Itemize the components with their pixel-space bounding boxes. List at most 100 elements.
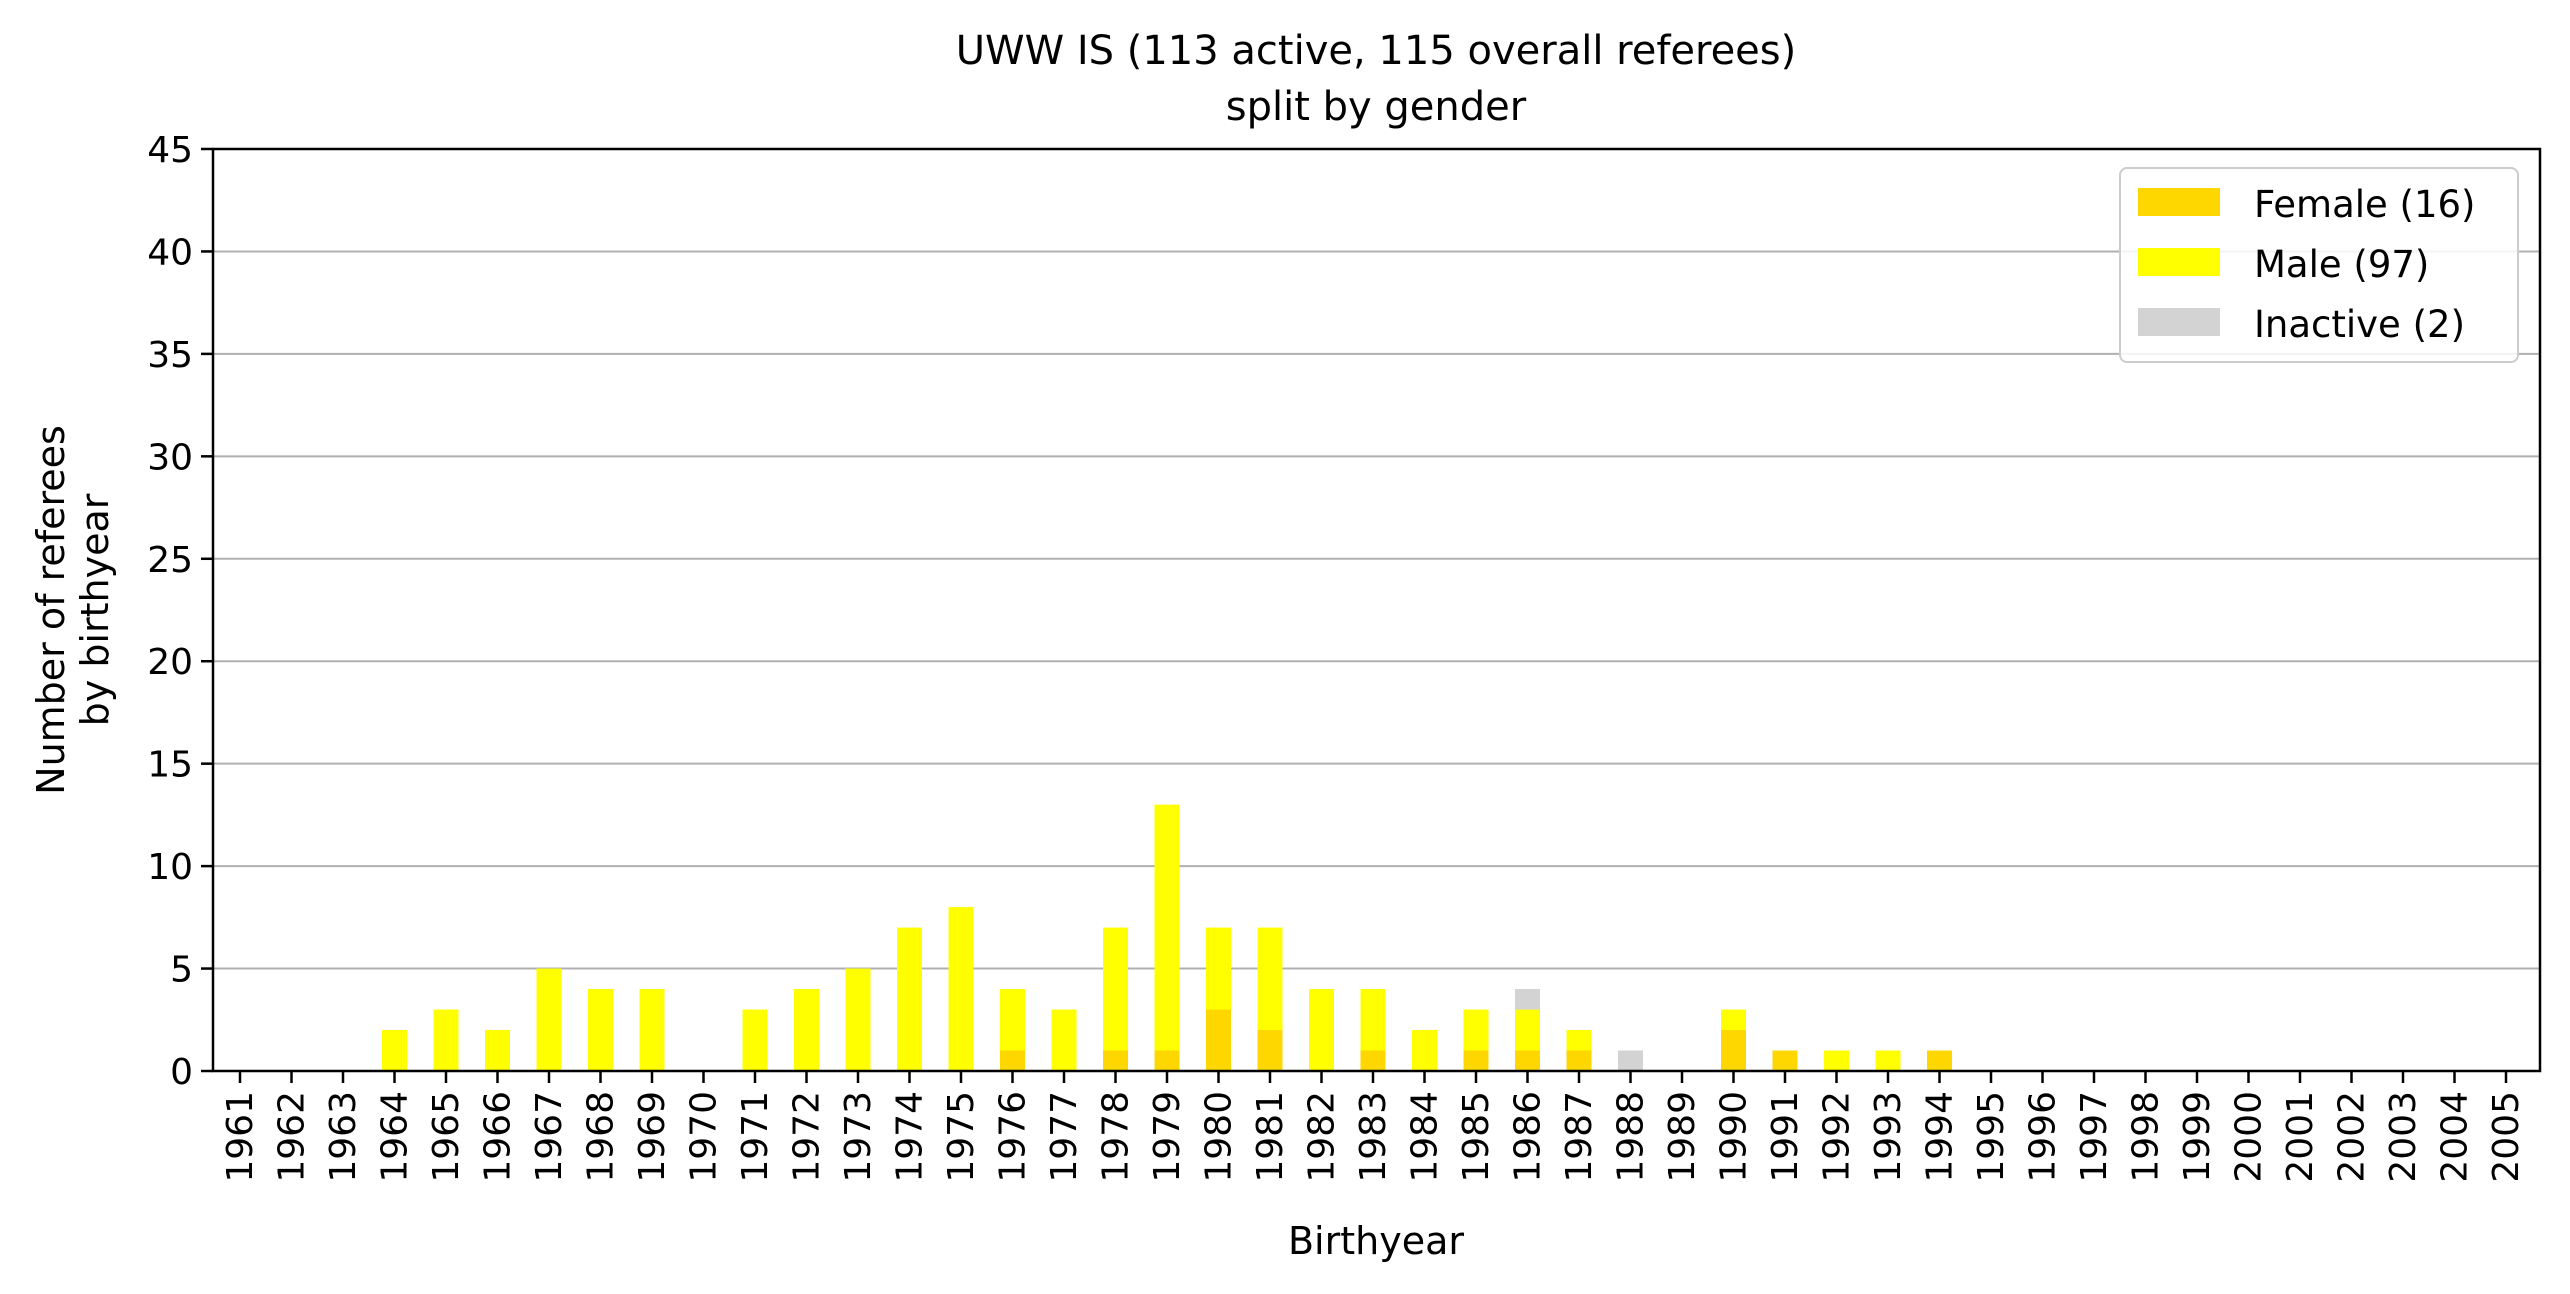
bar-male-1965 (433, 1009, 459, 1071)
x-tick-label: 1975 (941, 1091, 982, 1183)
x-tick-label: 1988 (1611, 1091, 1652, 1183)
bar-male-1966 (485, 1030, 510, 1071)
bar-male-1985 (1463, 1009, 1489, 1051)
x-axis-label: Birthyear (1288, 1219, 1464, 1263)
bar-male-1964 (382, 1030, 407, 1071)
y-axis-label-group: Number of referees by birthyear (29, 425, 117, 795)
x-tick-label: 1964 (375, 1091, 416, 1183)
bar-male-1972 (794, 989, 819, 1071)
y-tick-label: 25 (147, 540, 193, 581)
x-tick-label: 2001 (2280, 1091, 2321, 1183)
bar-male-1979 (1154, 804, 1180, 1051)
chart-subtitle: split by gender (1226, 84, 1527, 130)
x-tick-label: 1963 (323, 1091, 364, 1183)
x-tick-label: 1993 (1868, 1091, 1909, 1183)
bar-male-1969 (639, 989, 665, 1071)
x-tick-label: 1992 (1817, 1091, 1858, 1183)
x-tick-label: 2004 (2435, 1091, 2476, 1183)
bar-male-1980 (1206, 927, 1231, 1010)
x-tick-label: 1981 (1250, 1091, 1291, 1183)
x-tick-label: 1999 (2177, 1091, 2218, 1183)
bar-male-1976 (1000, 989, 1025, 1051)
bar-male-1968 (588, 989, 613, 1071)
bar-male-1992 (1824, 1050, 1849, 1071)
x-tick-label: 1971 (735, 1091, 776, 1183)
bar-male-1987 (1566, 1030, 1592, 1051)
bar-female-1980 (1206, 1009, 1231, 1071)
y-axis-label-line1: Number of referees (29, 425, 73, 795)
legend-label-male: Male (97) (2254, 243, 2429, 286)
bar-female-1991 (1772, 1050, 1798, 1071)
x-tick-label: 1989 (1662, 1091, 1703, 1183)
legend-label-female: Female (16) (2254, 183, 2476, 226)
bar-male-1982 (1309, 989, 1334, 1071)
x-tick-label: 1966 (478, 1091, 519, 1183)
x-tick-label: 1962 (272, 1091, 313, 1183)
y-tick-label: 45 (147, 130, 193, 171)
plot-frame (211, 147, 2542, 1073)
bar-male-1974 (897, 927, 922, 1071)
legend: Female (16) Male (97) Inactive (2) (2119, 167, 2519, 363)
y-tick-label: 30 (147, 437, 193, 478)
bar-male-1977 (1051, 1009, 1077, 1071)
bar-inactive-1986 (1515, 989, 1540, 1010)
bar-female-1985 (1463, 1050, 1489, 1071)
x-tick-label: 1990 (1714, 1091, 1755, 1183)
x-tick-label: 1969 (632, 1091, 673, 1183)
bar-female-1978 (1103, 1050, 1128, 1071)
bar-female-1981 (1257, 1030, 1283, 1071)
bar-male-1983 (1360, 989, 1386, 1051)
bar-male-1978 (1103, 927, 1128, 1051)
x-tick-label: 1965 (426, 1091, 467, 1183)
y-tick-label: 10 (147, 847, 193, 888)
legend-swatch-male (2138, 248, 2220, 276)
y-axis-label-line2: by birthyear (73, 493, 117, 726)
bar-female-1986 (1515, 1050, 1540, 1071)
x-tick-label: 1961 (220, 1091, 261, 1183)
bar-male-1975 (948, 907, 974, 1071)
bars (382, 804, 1952, 1071)
x-tick-label: 1978 (1096, 1091, 1137, 1183)
chart-title: UWW IS (113 active, 115 overall referees… (956, 28, 1797, 74)
y-tick-label: 20 (147, 642, 193, 683)
y-tick-label: 0 (170, 1052, 193, 1093)
x-tick-label: 1985 (1456, 1091, 1497, 1183)
bar-male-1993 (1875, 1050, 1901, 1071)
bar-female-1979 (1154, 1050, 1180, 1071)
bar-male-1990 (1721, 1009, 1746, 1031)
bar-inactive-1988 (1618, 1050, 1643, 1071)
x-tick-label: 1970 (684, 1091, 725, 1183)
bar-male-1986 (1515, 1009, 1540, 1051)
x-tick-label: 1977 (1044, 1091, 1085, 1183)
x-tick-label: 2002 (2332, 1091, 2373, 1183)
bar-male-1984 (1412, 1030, 1437, 1071)
x-tick-label: 2000 (2229, 1091, 2270, 1183)
x-tick-label: 1983 (1353, 1091, 1394, 1183)
bar-male-1973 (845, 968, 871, 1071)
legend-swatch-inactive (2138, 308, 2220, 336)
bar-male-1971 (742, 1009, 768, 1071)
x-tick-label: 2005 (2486, 1091, 2527, 1183)
bar-female-1976 (1000, 1050, 1025, 1071)
x-axis-ticks: 1961 1962 1963 1964 1965 1966 1967 1968 1969 1970… (220, 1071, 2527, 1183)
y-tick-label: 40 (147, 232, 193, 273)
y-tick-label: 5 (170, 950, 193, 991)
x-tick-label: 1996 (2023, 1091, 2064, 1183)
bar-female-1990 (1721, 1030, 1746, 1071)
legend-label-inactive: Inactive (2) (2254, 303, 2465, 346)
x-tick-label: 1998 (2126, 1091, 2167, 1183)
y-tick-label: 15 (147, 745, 193, 786)
bar-female-1983 (1360, 1050, 1386, 1071)
x-tick-label: 1986 (1508, 1091, 1549, 1183)
x-tick-label: 1994 (1920, 1091, 1961, 1183)
x-tick-label: 2003 (2383, 1091, 2424, 1183)
x-tick-label: 1979 (1147, 1091, 1188, 1183)
x-tick-label: 1967 (529, 1091, 570, 1183)
legend-swatch-female (2138, 188, 2220, 216)
x-tick-label: 1987 (1559, 1091, 1600, 1183)
x-tick-label: 1972 (787, 1091, 828, 1183)
bar-female-1987 (1566, 1050, 1592, 1071)
x-tick-label: 1991 (1765, 1091, 1806, 1183)
x-tick-label: 1995 (1971, 1091, 2012, 1183)
